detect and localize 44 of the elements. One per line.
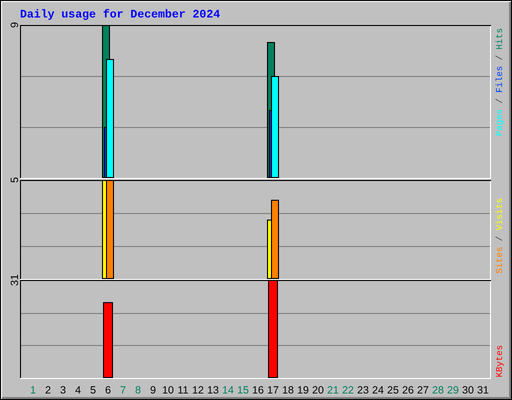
x-tick-label: 18 bbox=[282, 384, 294, 396]
x-tick-label: 22 bbox=[342, 384, 354, 396]
y-tick-label: 9 bbox=[9, 22, 21, 28]
x-tick-label: 29 bbox=[447, 384, 459, 396]
x-tick-label: 4 bbox=[75, 384, 82, 396]
x-tick-label: 25 bbox=[387, 384, 399, 396]
x-tick-label: 9 bbox=[150, 384, 156, 396]
chart-title: Daily usage for December 2024 bbox=[20, 8, 220, 22]
x-tick-label: 10 bbox=[162, 384, 174, 396]
x-tick-label: 15 bbox=[237, 384, 249, 396]
x-tick-label: 11 bbox=[178, 384, 189, 396]
x-tick-label: 26 bbox=[402, 384, 414, 396]
x-tick-label: 23 bbox=[357, 384, 369, 396]
x-tick-label: 2 bbox=[45, 384, 52, 396]
x-tick-label: 8 bbox=[135, 384, 142, 396]
text: Sites bbox=[495, 246, 505, 274]
x-tick-label: 3 bbox=[60, 384, 66, 396]
x-tick-label: 12 bbox=[192, 384, 204, 396]
x-tick-label: 27 bbox=[417, 384, 429, 396]
x-tick-label: 16 bbox=[252, 384, 264, 396]
x-tick-label: 14 bbox=[222, 384, 234, 396]
x-tick-label: 13 bbox=[207, 384, 219, 396]
text: / bbox=[495, 98, 505, 104]
text: Pages bbox=[495, 109, 505, 136]
x-tick-label: 30 bbox=[462, 384, 474, 396]
x-tick-label: 1 bbox=[30, 384, 36, 396]
x-tick-label: 19 bbox=[297, 384, 309, 396]
y-tick-label: 5 bbox=[9, 176, 21, 183]
text: Hits bbox=[495, 28, 505, 50]
x-tick-label: 21 bbox=[327, 384, 339, 396]
text: / bbox=[495, 236, 505, 242]
text: Files bbox=[495, 66, 505, 93]
text: Visits bbox=[495, 198, 505, 230]
text: / bbox=[495, 55, 505, 60]
x-tick-label: 6 bbox=[105, 384, 112, 396]
y-tick-label: 31 bbox=[9, 274, 21, 286]
x-tick-label: 17 bbox=[267, 384, 279, 396]
x-tick-label: 24 bbox=[372, 384, 384, 396]
x-tick-label: 20 bbox=[312, 384, 324, 396]
x-tick-label: 7 bbox=[120, 384, 126, 396]
x-tick-label: 31 bbox=[477, 384, 489, 396]
text: KBytes bbox=[495, 345, 505, 378]
x-tick-label: 28 bbox=[432, 384, 444, 396]
x-tick-label: 5 bbox=[90, 384, 96, 396]
